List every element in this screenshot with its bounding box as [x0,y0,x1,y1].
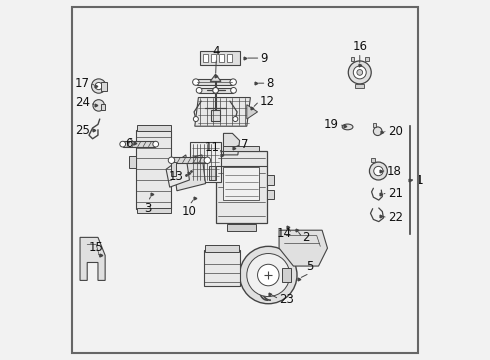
Text: 15: 15 [89,240,103,253]
Text: 2: 2 [302,231,310,244]
Circle shape [93,100,104,111]
Text: 24: 24 [75,96,90,109]
Bar [136,130,172,209]
Bar [267,175,274,185]
Bar [282,268,291,282]
Text: 16: 16 [352,40,368,53]
Circle shape [258,264,279,286]
Bar [223,167,259,200]
Text: 7: 7 [242,138,249,150]
Polygon shape [279,230,327,266]
Circle shape [373,127,382,135]
Bar [211,110,220,121]
Polygon shape [173,155,205,191]
Text: 1: 1 [416,174,423,186]
Text: 23: 23 [279,293,294,306]
Text: 5: 5 [306,260,313,273]
Polygon shape [80,237,105,280]
Text: 19: 19 [324,118,339,131]
Circle shape [153,141,159,147]
Circle shape [120,141,125,147]
Text: 9: 9 [260,51,268,64]
Polygon shape [210,74,221,81]
Circle shape [196,87,202,93]
Text: 8: 8 [267,77,274,90]
Circle shape [193,79,199,85]
Text: 18: 18 [387,165,401,177]
Bar [200,51,240,65]
Bar [211,54,216,62]
Bar [172,157,207,163]
Text: 4: 4 [213,45,220,58]
Circle shape [374,166,383,176]
Text: 3: 3 [145,202,152,215]
Circle shape [247,253,290,297]
Polygon shape [166,155,190,187]
Circle shape [204,157,211,163]
Text: 14: 14 [277,227,292,240]
Text: 22: 22 [388,211,403,224]
Bar [267,190,274,199]
Circle shape [231,87,236,93]
Text: 6: 6 [124,137,132,150]
Bar [171,162,176,176]
Circle shape [357,69,363,75]
Bar [223,146,259,151]
Bar [129,156,136,168]
Bar [351,57,354,61]
Bar [137,208,171,213]
Circle shape [230,79,236,85]
Bar [190,142,221,182]
Polygon shape [223,134,240,155]
Text: 25: 25 [75,124,90,137]
Bar [205,244,239,252]
Bar [204,250,240,286]
Polygon shape [195,98,250,126]
Circle shape [348,61,371,84]
Bar [203,54,208,62]
Bar [371,158,375,162]
Bar [373,123,376,127]
Bar [101,104,105,111]
Bar [219,54,224,62]
Bar [209,166,216,180]
Circle shape [233,117,238,122]
Bar [227,224,256,230]
Bar [199,87,233,93]
Polygon shape [247,105,258,119]
Circle shape [194,117,198,122]
Circle shape [213,87,219,93]
Text: 1: 1 [416,174,423,186]
Circle shape [353,66,366,79]
Text: 17: 17 [75,77,90,90]
Bar [355,84,364,88]
Text: 10: 10 [182,205,197,218]
Bar [137,125,171,131]
Text: 12: 12 [259,95,274,108]
Circle shape [240,246,297,304]
Bar [101,82,107,90]
Bar [123,141,155,147]
Bar [227,54,232,62]
Circle shape [95,82,102,90]
Bar [365,57,368,61]
Text: 20: 20 [388,125,403,138]
Circle shape [168,157,175,163]
Bar [216,151,267,223]
Text: 11: 11 [205,141,220,154]
Circle shape [266,277,269,280]
Circle shape [92,79,106,93]
Ellipse shape [342,124,353,130]
Text: 21: 21 [388,187,403,200]
Bar [196,79,232,85]
Circle shape [369,162,388,180]
Text: 13: 13 [169,170,184,183]
